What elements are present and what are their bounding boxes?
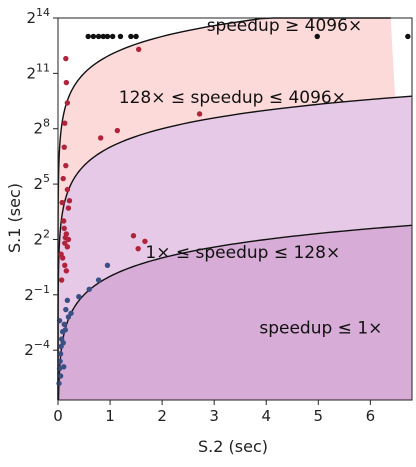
point-s2-7 — [61, 321, 67, 328]
point-s0-8 — [133, 33, 139, 40]
x-axis-ticks: 0 1 2 3 4 5 6 — [53, 400, 375, 425]
x-tick-label: 0 — [53, 407, 63, 425]
speedup-regions — [58, 18, 412, 400]
y-axis-label: S.1 (sec) — [5, 183, 24, 253]
point-s2-3 — [76, 293, 82, 300]
point-s1-20 — [62, 262, 68, 268]
point-s2-11 — [57, 351, 64, 357]
point-s0-5 — [109, 33, 116, 40]
point-s1-1 — [63, 79, 70, 86]
point-s0-2 — [95, 33, 102, 40]
y-tick-label: 2−1 — [24, 283, 50, 304]
y-axis-ticks: 214 211 28 25 22 2−1 2−4 — [24, 6, 58, 359]
point-s1-9 — [59, 199, 65, 206]
point-s1-19 — [59, 255, 66, 261]
point-s2-0 — [104, 262, 111, 268]
point-s1-10 — [65, 205, 72, 211]
region-3 — [58, 225, 412, 400]
x-axis-label: S.2 (sec) — [198, 437, 268, 456]
point-s2-5 — [63, 306, 69, 313]
region-labels: speedup ≥ 4096× 128× ≤ speedup ≤ 4096× 1× … — [119, 16, 383, 339]
point-s1-26 — [196, 111, 203, 117]
x-tick-label: 6 — [366, 407, 376, 425]
point-s1-21 — [63, 268, 70, 274]
plot-frame — [57, 17, 413, 401]
point-s2-14 — [57, 373, 64, 379]
point-s1-25 — [97, 135, 104, 141]
data-points — [56, 33, 411, 387]
point-s2-12 — [57, 358, 63, 364]
region-label-1: 128× ≤ speedup ≤ 4096× — [119, 88, 346, 108]
point-s0-4 — [104, 33, 111, 40]
region-label-3: speedup ≤ 1× — [259, 319, 382, 339]
point-s2-20 — [61, 364, 67, 370]
x-tick-label: 4 — [261, 407, 271, 425]
point-s2-2 — [86, 286, 92, 292]
point-s2-1 — [95, 277, 102, 283]
point-s1-29 — [135, 245, 141, 252]
y-tick-label: 214 — [26, 6, 50, 27]
point-s1-28 — [142, 238, 148, 244]
y-tick-label: 25 — [33, 172, 50, 193]
region-label-0: speedup ≥ 4096× — [207, 16, 362, 36]
point-s1-24 — [114, 127, 121, 134]
point-s1-11 — [61, 218, 67, 224]
x-tick-label: 1 — [105, 407, 115, 425]
point-s2-15 — [60, 340, 66, 346]
point-s0-9 — [314, 33, 320, 40]
point-s1-23 — [135, 46, 142, 53]
point-s1-12 — [61, 225, 67, 232]
point-s2-17 — [56, 380, 62, 387]
point-s1-27 — [130, 233, 137, 239]
x-tick-label: 2 — [157, 407, 167, 425]
y-tick-label: 2−4 — [24, 338, 50, 359]
point-s1-5 — [63, 162, 69, 169]
point-s0-1 — [90, 33, 97, 40]
point-s0-10 — [405, 33, 411, 40]
point-s0-3 — [100, 33, 106, 40]
y-tick-label: 211 — [26, 61, 50, 82]
point-s2-4 — [64, 297, 71, 304]
y-tick-label: 22 — [33, 227, 50, 248]
point-s1-7 — [64, 186, 71, 193]
point-s0-0 — [85, 33, 91, 40]
point-s1-17 — [64, 244, 71, 250]
point-s0-7 — [128, 33, 134, 40]
x-tick-label: 3 — [209, 407, 219, 425]
y-tick-label: 28 — [33, 117, 50, 138]
x-tick-label: 5 — [314, 407, 324, 425]
point-s2-19 — [68, 310, 74, 316]
point-s1-8 — [66, 197, 73, 204]
region-label-2: 1× ≤ speedup ≤ 128× — [145, 243, 340, 263]
point-s0-6 — [117, 33, 124, 40]
point-s1-22 — [58, 277, 65, 283]
point-s1-4 — [61, 144, 67, 150]
point-s1-2 — [64, 100, 71, 106]
point-s1-0 — [63, 55, 69, 62]
point-s1-6 — [60, 175, 66, 182]
point-s1-15 — [65, 236, 72, 243]
point-s1-3 — [62, 120, 68, 126]
point-s2-16 — [62, 327, 68, 333]
